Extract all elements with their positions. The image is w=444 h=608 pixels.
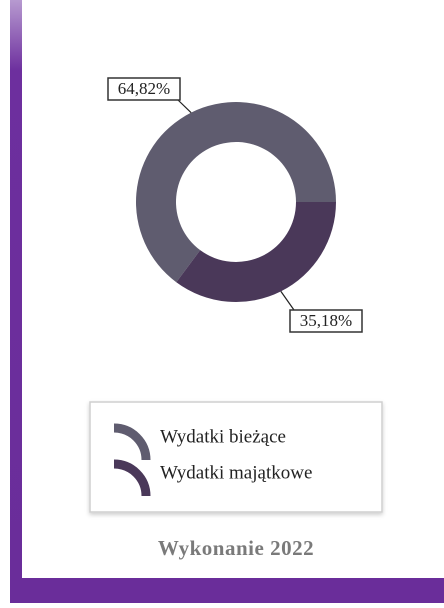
legend-swatch bbox=[113, 459, 151, 497]
legend-label: Wydatki bieżące bbox=[160, 426, 286, 447]
legend-box bbox=[89, 401, 383, 513]
data-label-box bbox=[107, 77, 181, 101]
legend-label: Wydatki majątkowe bbox=[160, 462, 312, 483]
donut-slice bbox=[135, 101, 336, 283]
data-label: 64,82% bbox=[118, 79, 170, 98]
chart-title: Wykonanie 2022 bbox=[158, 536, 314, 560]
side-bar bbox=[10, 0, 22, 590]
bottom-bar bbox=[10, 578, 444, 603]
donut-slice bbox=[176, 202, 336, 303]
data-label: 35,18% bbox=[300, 311, 352, 330]
data-label-box bbox=[289, 309, 363, 333]
leader-line bbox=[280, 291, 295, 311]
legend-swatch bbox=[113, 423, 151, 461]
leader-line bbox=[177, 99, 192, 114]
